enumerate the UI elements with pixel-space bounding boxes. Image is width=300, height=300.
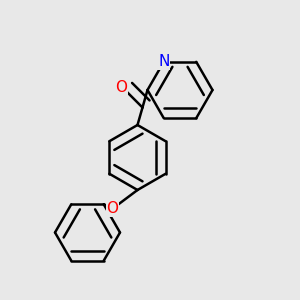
Text: O: O — [106, 201, 119, 216]
Text: O: O — [115, 80, 127, 95]
Text: N: N — [158, 54, 169, 69]
